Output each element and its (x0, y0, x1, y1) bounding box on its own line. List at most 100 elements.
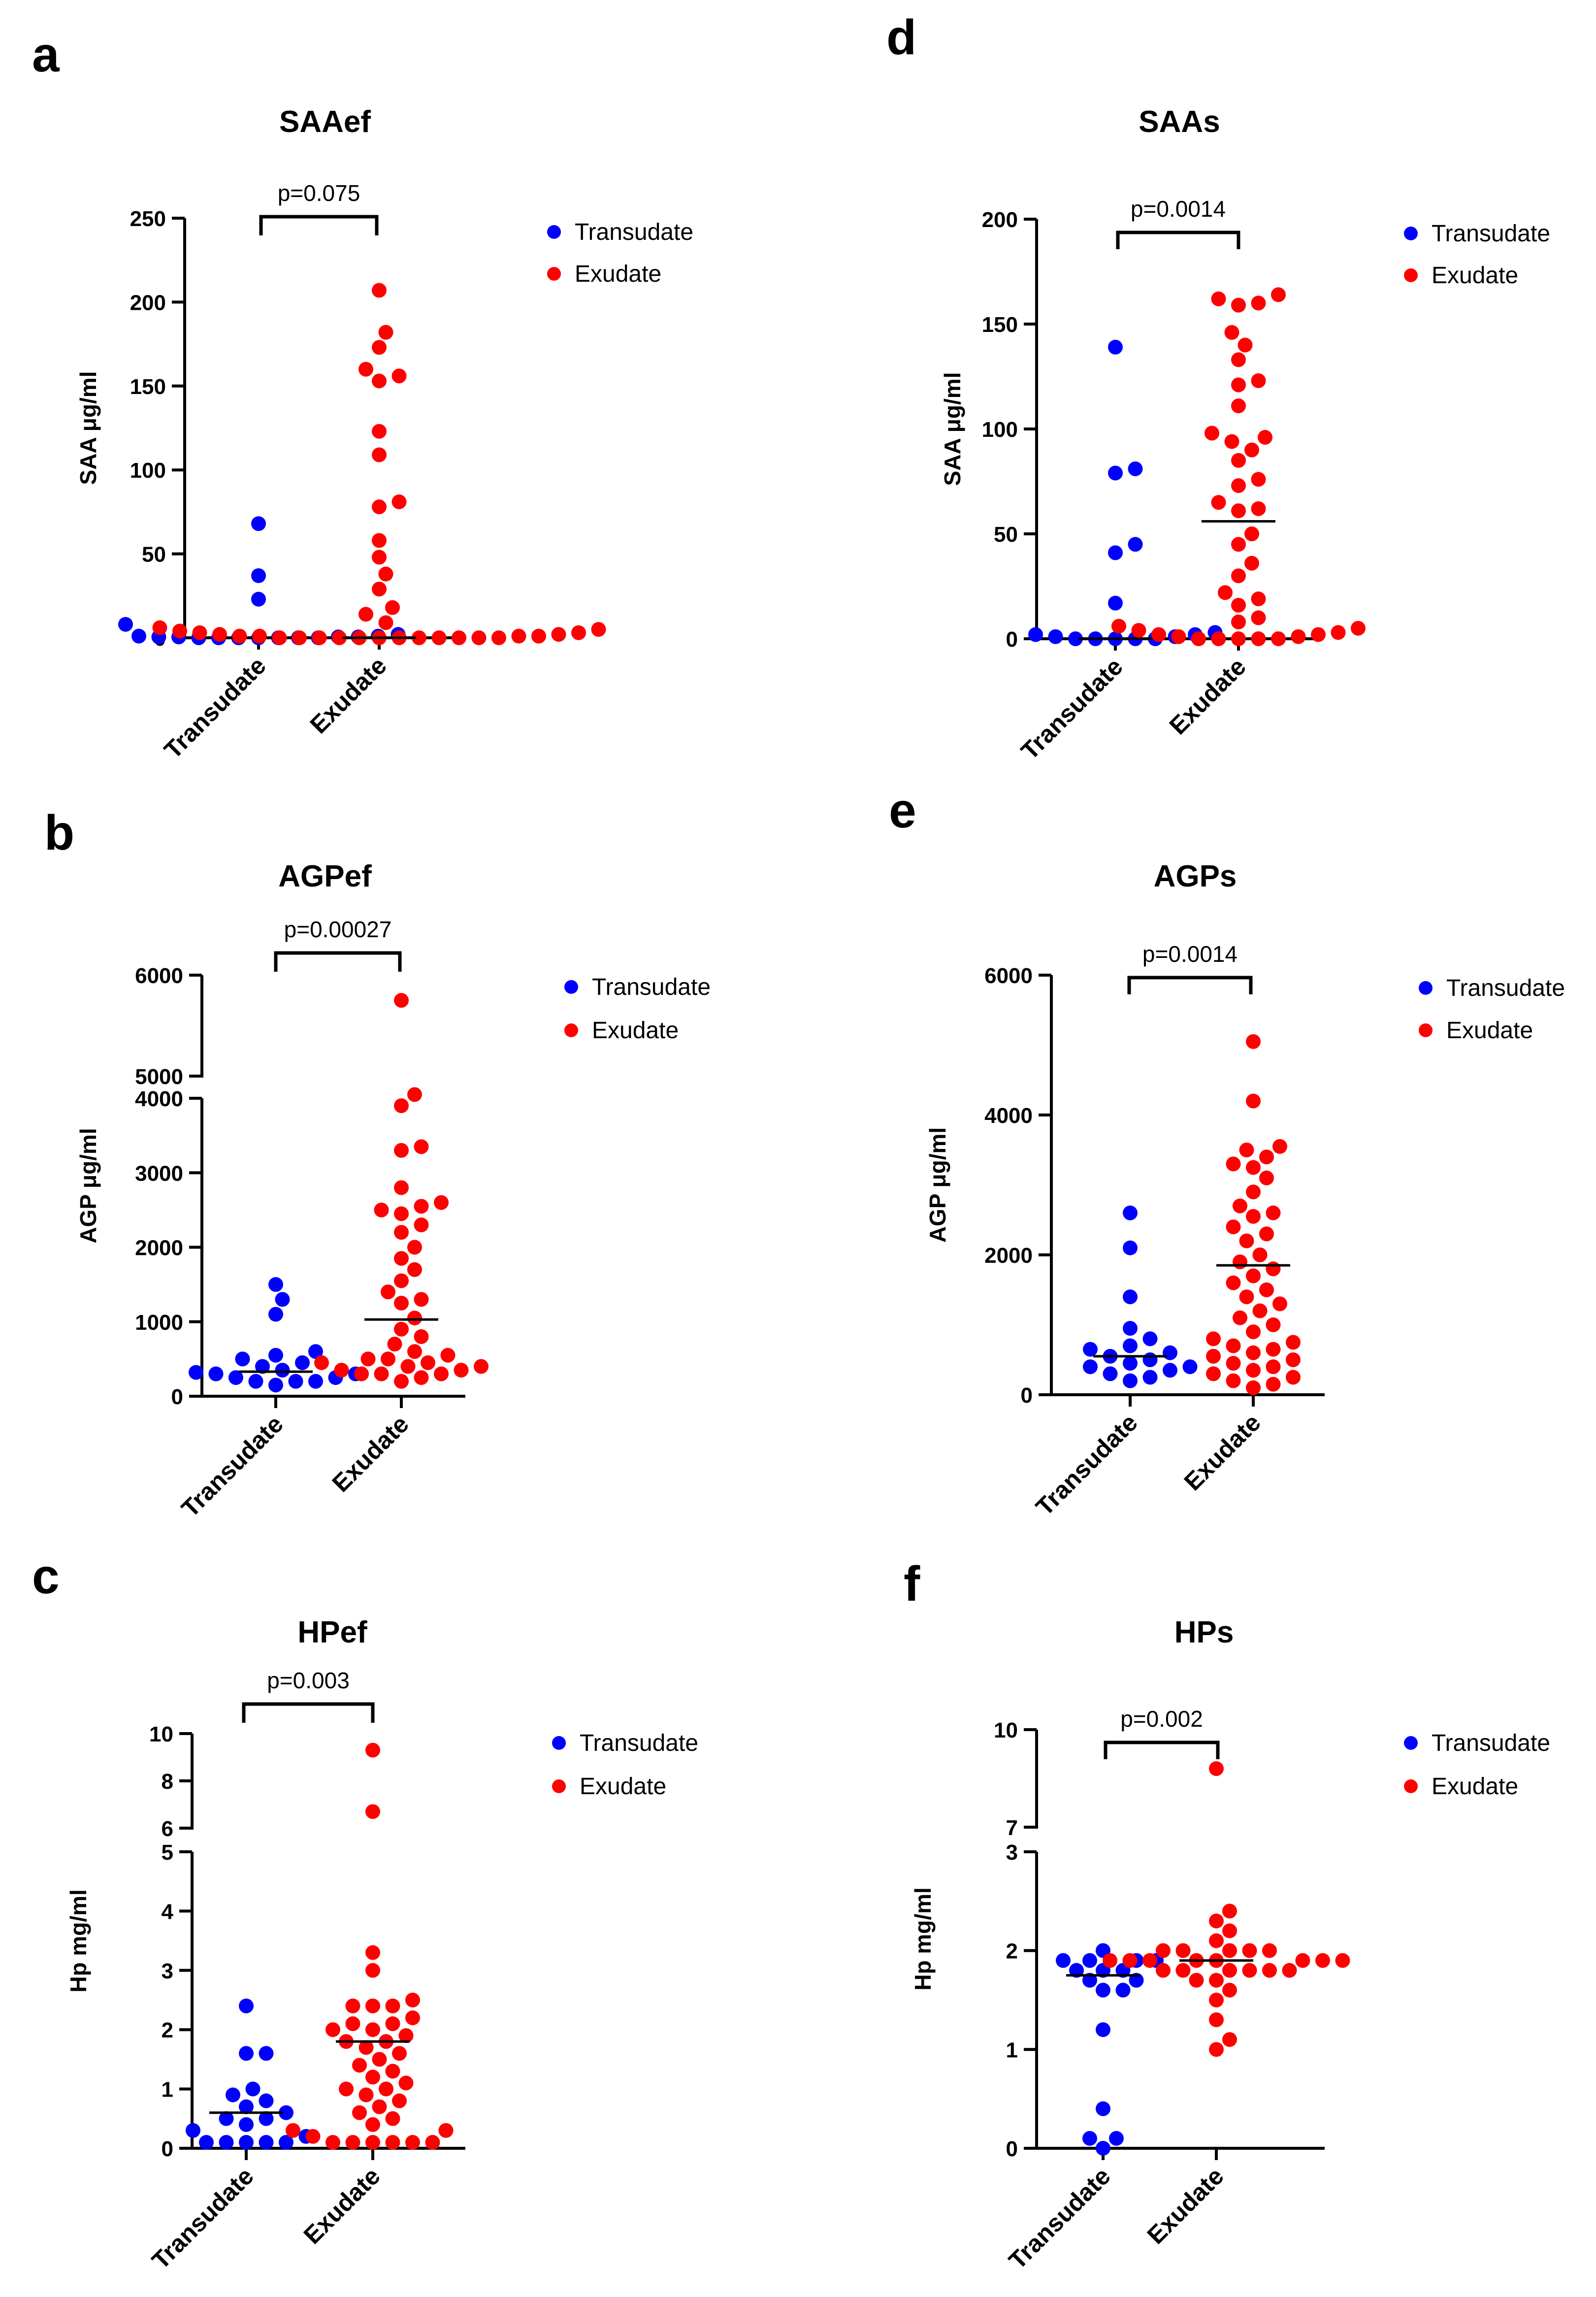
data-point (1286, 1370, 1301, 1385)
data-point (438, 2123, 454, 2138)
data-point (407, 1087, 422, 1102)
data-point (334, 1363, 349, 1378)
panel-d: d SAAs 0 50 100 150 200 SAA μg/ml Transudate Exud… (886, 10, 1550, 765)
data-point (1056, 1953, 1071, 1968)
legend-marker (1404, 1736, 1418, 1750)
y-tick-label: 6000 (135, 964, 183, 988)
data-point (251, 568, 266, 583)
data-point (385, 2016, 400, 2032)
data-point (1239, 1233, 1254, 1248)
data-point (372, 550, 387, 565)
data-point (365, 2134, 380, 2150)
data-point (394, 1321, 409, 1337)
data-point (372, 499, 387, 515)
panel-a: aSAAef050100150200250SAA μg/mlTransudate… (32, 27, 693, 764)
y-tick-label: 0 (1006, 2137, 1018, 2161)
data-point (394, 1374, 409, 1389)
data-point (1266, 1377, 1281, 1392)
data-point (1246, 1184, 1261, 1200)
data-point (394, 1143, 409, 1158)
data-point (1262, 1943, 1277, 1958)
legend-marker (547, 267, 561, 281)
data-point (471, 630, 487, 645)
data-point (1103, 1366, 1118, 1381)
data-point (1259, 1282, 1274, 1297)
significance-bracket (1127, 976, 1253, 994)
data-point (394, 1180, 409, 1195)
y-tick-label: 0 (162, 2137, 173, 2161)
data-point (1222, 2032, 1237, 2047)
data-point (1258, 430, 1272, 445)
legend-label: Exudate (592, 1017, 679, 1044)
data-point (1335, 1953, 1350, 1968)
data-point (259, 2046, 274, 2061)
data-point (412, 630, 426, 645)
data-point (1251, 373, 1266, 389)
data-point (407, 1240, 422, 1255)
data-point (1246, 1034, 1261, 1049)
data-point (398, 2075, 414, 2091)
y-tick-label: 8 (162, 1770, 173, 1794)
data-point (1082, 1972, 1097, 1988)
data-point (1251, 631, 1266, 646)
data-point (1209, 2012, 1224, 2028)
data-point (1246, 1160, 1261, 1175)
y-tick-label: 3000 (135, 1161, 183, 1185)
data-point (239, 2046, 254, 2061)
data-point (1163, 1363, 1177, 1378)
data-point (372, 340, 387, 355)
panel-letter: b (44, 805, 74, 860)
y-axis (189, 975, 203, 1398)
y-tick-label: 3 (1006, 1840, 1018, 1865)
data-point (385, 600, 400, 615)
p-value: p=0.0014 (1131, 196, 1226, 222)
data-point (1226, 1275, 1241, 1290)
data-point (454, 1363, 469, 1378)
data-point (268, 1378, 283, 1393)
data-point (1266, 1261, 1281, 1277)
data-point (398, 2028, 414, 2043)
significance-bracket (1116, 230, 1240, 249)
y-axis-label: AGP μg/ml (75, 1128, 101, 1243)
y-tick-label: 100 (982, 418, 1018, 442)
data-point (372, 447, 387, 462)
y-tick-label: 0 (1006, 627, 1018, 652)
data-point (365, 1945, 380, 1960)
x-category-label: Transudate (176, 1410, 289, 1522)
data-point (1191, 631, 1206, 646)
y-tick-label: 2000 (135, 1236, 183, 1260)
y-tick-label: 2000 (984, 1244, 1033, 1268)
data-point (1222, 1963, 1237, 1978)
data-point (394, 1098, 409, 1114)
legend: Transudate Exudate (1404, 1730, 1550, 1800)
data-point (1083, 1359, 1098, 1375)
data-point (1246, 1363, 1261, 1378)
significance-bracket (1104, 1740, 1220, 1759)
data-point (365, 2022, 380, 2037)
data-point (372, 533, 387, 548)
data-point (1151, 627, 1166, 642)
legend-label: Exudate (580, 1773, 666, 1800)
data-point (268, 1307, 283, 1322)
data-point (1231, 377, 1246, 393)
data-point (414, 1199, 429, 1214)
data-point (1069, 1963, 1084, 1978)
data-point (354, 1366, 369, 1381)
data-point (1239, 1143, 1254, 1157)
data-point (1142, 1953, 1157, 1968)
data-point (1251, 472, 1266, 487)
x-category-label: Exudate (327, 1410, 414, 1497)
data-point (1271, 287, 1286, 302)
chart-title: HPs (1174, 1615, 1234, 1649)
data-point (414, 1217, 429, 1233)
data-point (405, 2134, 420, 2150)
data-point (1222, 1943, 1237, 1958)
data-point (381, 1351, 395, 1367)
data-point (414, 1370, 429, 1385)
data-point (255, 1359, 270, 1374)
data-point (1259, 1226, 1274, 1242)
data-point (381, 1284, 395, 1300)
x-category-label: Transudate (159, 652, 271, 764)
legend-marker (1404, 227, 1418, 240)
